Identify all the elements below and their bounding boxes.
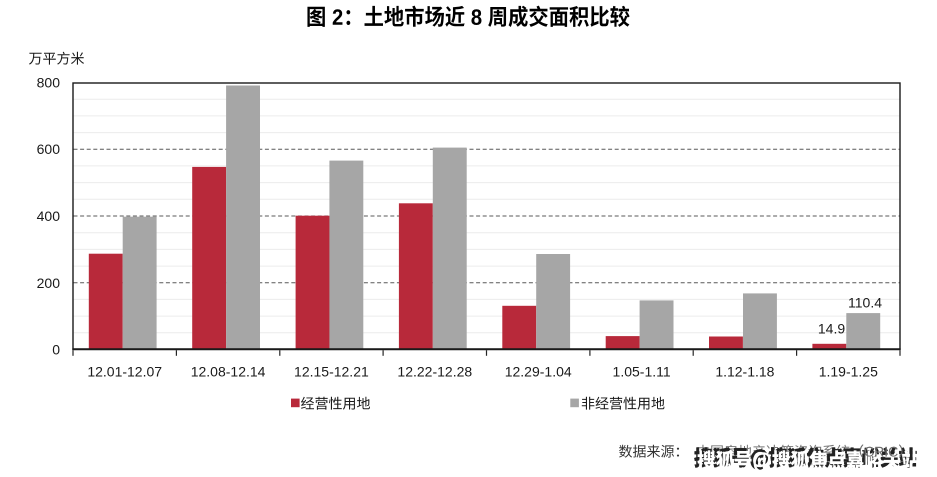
- svg-text:400: 400: [37, 208, 61, 224]
- svg-text:12.15-12.21: 12.15-12.21: [294, 364, 369, 380]
- svg-text:0: 0: [52, 342, 60, 358]
- svg-text:14.9: 14.9: [818, 321, 845, 337]
- svg-text:12.29-1.04: 12.29-1.04: [505, 364, 572, 380]
- svg-text:12.01-12.07: 12.01-12.07: [87, 364, 162, 380]
- svg-text:1.12-1.18: 1.12-1.18: [715, 364, 774, 380]
- svg-text:12.22-12.28: 12.22-12.28: [397, 364, 472, 380]
- svg-text:12.08-12.14: 12.08-12.14: [191, 364, 266, 380]
- svg-text:200: 200: [37, 275, 61, 291]
- svg-text:1.05-1.11: 1.05-1.11: [613, 364, 671, 380]
- svg-text:600: 600: [37, 141, 61, 157]
- svg-text:1.19-1.25: 1.19-1.25: [819, 364, 878, 380]
- svg-text:800: 800: [37, 75, 61, 91]
- svg-text:110.4: 110.4: [848, 295, 882, 311]
